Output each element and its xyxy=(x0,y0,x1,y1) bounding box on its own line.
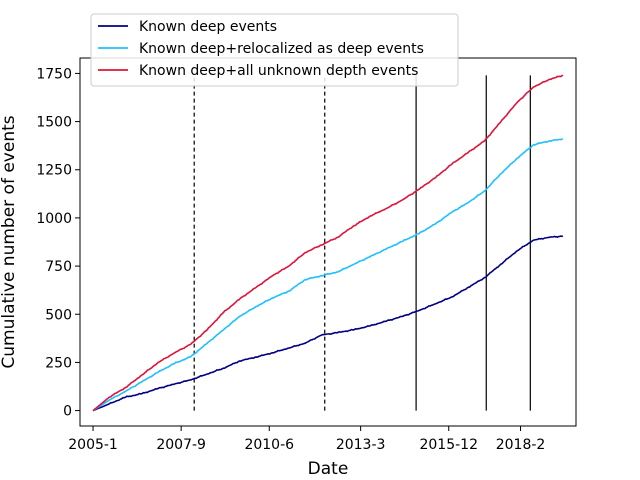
legend-box xyxy=(90,13,459,87)
series-line-1 xyxy=(92,235,563,412)
y-tick-label: 750 xyxy=(45,259,72,275)
x-tick-label: 2015-12 xyxy=(419,437,478,453)
legend-label-2: Known deep+relocalized as deep events xyxy=(139,41,424,57)
x-tick-label: 2010-6 xyxy=(244,437,294,453)
x-axis-ticks: 2005-1 2007-9 2010-6 2013-3 2015-12 2018-2 xyxy=(68,426,545,453)
series-line-3 xyxy=(92,74,564,412)
x-tick-label: 2007-9 xyxy=(156,437,206,453)
legend: Known deep events Known deep+relocalized … xyxy=(90,13,459,87)
y-tick-label: 500 xyxy=(45,307,72,323)
x-tick-label: 2018-2 xyxy=(496,437,546,453)
y-tick-label: 250 xyxy=(45,355,72,371)
x-tick-label: 2005-1 xyxy=(68,437,118,453)
series-layer xyxy=(92,74,564,412)
y-tick-label: 0 xyxy=(63,404,72,420)
series-line-2 xyxy=(92,138,564,412)
legend-label-3: Known deep+all unknown depth events xyxy=(139,63,418,79)
y-tick-label: 1250 xyxy=(36,163,72,179)
x-axis-label: Date xyxy=(308,459,349,479)
x-tick-label: 2013-3 xyxy=(336,437,386,453)
y-tick-label: 1000 xyxy=(36,211,72,227)
y-tick-label: 1500 xyxy=(36,115,72,131)
y-axis-label: Cumulative number of events xyxy=(0,115,19,368)
y-tick-label: 1750 xyxy=(36,66,72,82)
legend-label-1: Known deep events xyxy=(139,19,277,35)
y-axis-ticks: 0 250 500 750 1000 1250 1500 1750 xyxy=(36,66,80,420)
